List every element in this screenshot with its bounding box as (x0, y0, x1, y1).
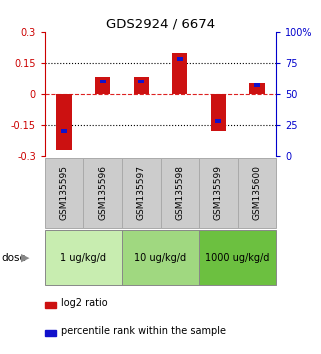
Title: GDS2924 / 6674: GDS2924 / 6674 (106, 18, 215, 31)
Text: 10 ug/kg/d: 10 ug/kg/d (134, 252, 187, 263)
Bar (45, 230, 122, 285)
Bar (61, 129, 67, 133)
Bar (134, 77, 149, 94)
Text: GSM135597: GSM135597 (137, 165, 146, 221)
Bar (138, 80, 144, 83)
Bar (56, 94, 72, 149)
Bar (45, 158, 83, 228)
Text: GSM135598: GSM135598 (175, 165, 184, 221)
Text: percentile rank within the sample: percentile rank within the sample (61, 326, 226, 336)
Text: log2 ratio: log2 ratio (61, 298, 108, 308)
Bar (100, 80, 106, 83)
Text: GSM135596: GSM135596 (98, 165, 107, 221)
Bar (199, 158, 238, 228)
Bar (45, 302, 56, 308)
Bar (122, 158, 160, 228)
Bar (215, 119, 221, 123)
Bar (172, 52, 187, 94)
Text: GSM135599: GSM135599 (214, 165, 223, 221)
Text: 1000 ug/kg/d: 1000 ug/kg/d (205, 252, 270, 263)
Bar (160, 158, 199, 228)
Text: dose: dose (2, 252, 26, 263)
Bar (45, 330, 56, 336)
Bar (83, 158, 122, 228)
Text: ▶: ▶ (21, 252, 29, 263)
Bar (177, 57, 183, 61)
Bar (95, 77, 110, 94)
Text: GSM135595: GSM135595 (60, 165, 69, 221)
Bar (122, 230, 199, 285)
Text: GSM135600: GSM135600 (252, 165, 261, 221)
Bar (238, 158, 276, 228)
Text: 1 ug/kg/d: 1 ug/kg/d (60, 252, 107, 263)
Bar (199, 230, 276, 285)
Bar (249, 84, 265, 94)
Bar (254, 83, 260, 87)
Bar (211, 94, 226, 131)
